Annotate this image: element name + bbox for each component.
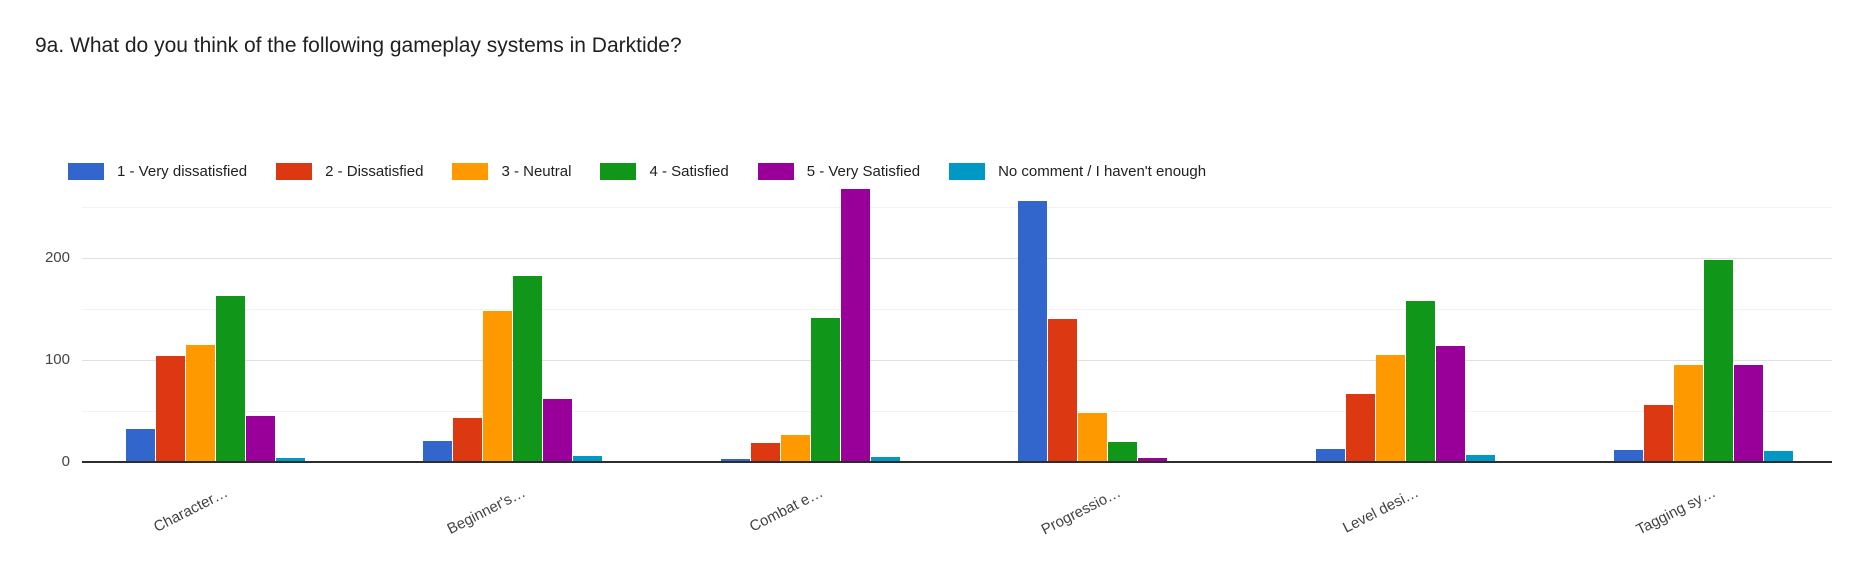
legend-label: 1 - Very dissatisfied: [117, 163, 248, 180]
chart-legend: 1 - Very dissatisfied 2 - Dissatisfied 3 -…: [68, 163, 1206, 180]
x-axis-category-label: Level desi…: [1339, 483, 1422, 537]
legend-item: No comment / I haven't enough: [949, 163, 1206, 180]
bar: [1375, 355, 1405, 462]
legend-label: 5 - Very Satisfied: [806, 163, 921, 180]
bar: [1108, 442, 1138, 462]
bar: [1405, 301, 1435, 462]
x-axis-category-label: Character…: [151, 483, 231, 536]
legend-swatch-icon: [276, 163, 313, 180]
legend-swatch-icon: [68, 163, 104, 180]
x-axis-category-label: Progressio…: [1038, 483, 1124, 539]
bar: [275, 458, 305, 462]
y-axis-tick-label: 100: [44, 351, 70, 368]
bar: [1673, 365, 1703, 462]
bar: [1138, 458, 1168, 462]
bar: [780, 435, 810, 462]
bar: [1703, 260, 1733, 462]
gridline-major: [82, 258, 1832, 259]
bar: [513, 276, 543, 462]
bar: [810, 318, 840, 462]
x-axis-category-label: Beginner's…: [444, 483, 529, 538]
bar: [1613, 450, 1643, 462]
gridline-minor: [82, 411, 1832, 412]
bar: [1643, 405, 1673, 462]
bar: [1435, 346, 1465, 462]
bar: [1018, 201, 1048, 462]
bar: [125, 429, 155, 462]
bar: [573, 456, 603, 462]
bar: [720, 459, 750, 462]
bar: [543, 399, 573, 462]
y-axis-tick-label: 0: [61, 453, 70, 470]
bar: [215, 296, 245, 462]
bar: [840, 189, 870, 462]
bar: [1048, 319, 1078, 462]
bar: [870, 457, 900, 462]
legend-label: No comment / I haven't enough: [998, 163, 1207, 180]
bar: [245, 416, 275, 462]
gridline-minor: [82, 309, 1832, 310]
bar: [155, 356, 185, 462]
bar: [453, 418, 483, 462]
legend-label: 4 - Satisfied: [649, 163, 729, 180]
x-axis-category-label: Combat e…: [747, 483, 827, 536]
bar: [1465, 455, 1495, 462]
bar: [1763, 451, 1793, 462]
legend-swatch-icon: [600, 163, 637, 180]
bar: [1733, 365, 1763, 462]
legend-item: 3 - Neutral: [452, 163, 571, 180]
legend-swatch-icon: [757, 163, 794, 180]
bar: [1345, 394, 1375, 462]
bar: [185, 345, 215, 462]
gridline-minor: [82, 207, 1832, 208]
legend-item: 1 - Very dissatisfied: [68, 163, 247, 180]
bar: [423, 441, 453, 462]
bar: [483, 311, 513, 462]
legend-label: 2 - Dissatisfied: [325, 163, 424, 180]
legend-item: 5 - Very Satisfied: [757, 163, 921, 180]
chart-title: 9a. What do you think of the following g…: [35, 34, 682, 57]
gridline-major: [82, 360, 1832, 361]
legend-swatch-icon: [949, 163, 986, 180]
legend-item: 4 - Satisfied: [600, 163, 729, 180]
y-axis-tick-label: 200: [44, 249, 70, 266]
legend-item: 2 - Dissatisfied: [276, 163, 423, 180]
bar: [1078, 413, 1108, 462]
bar: [750, 443, 780, 462]
legend-label: 3 - Neutral: [501, 163, 572, 180]
x-axis-category-label: Tagging sy…: [1633, 483, 1719, 539]
x-axis-line: [82, 461, 1832, 463]
legend-swatch-icon: [452, 163, 489, 180]
bar: [1315, 449, 1345, 462]
